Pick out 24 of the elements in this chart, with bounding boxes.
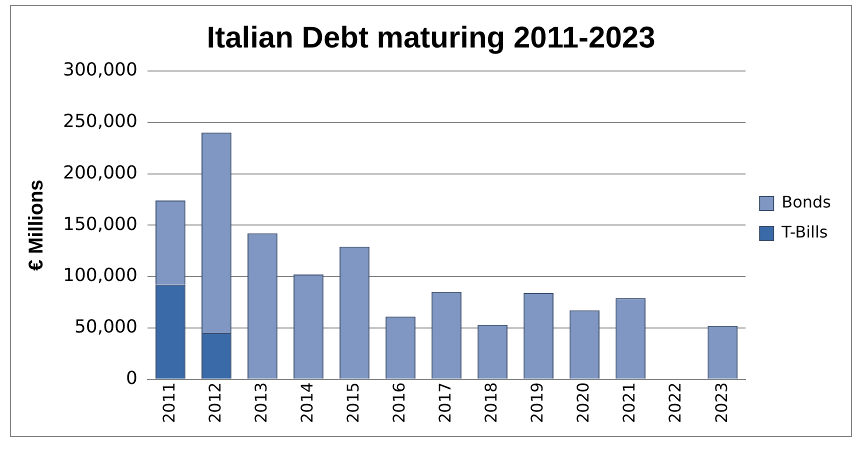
x-tick-label: 2021 (620, 382, 639, 423)
x-tick-label: 2014 (298, 382, 317, 423)
x-tick-label: 2022 (666, 382, 685, 423)
x-tick-label: 2023 (712, 382, 731, 423)
y-tick-label: 150,000 (62, 214, 138, 235)
y-tick-label: 50,000 (74, 316, 138, 338)
x-tick-label: 2016 (390, 382, 409, 423)
x-tick-label: 2018 (482, 382, 501, 423)
x-tick-label: 2013 (252, 382, 271, 423)
legend-label: Bonds (782, 192, 832, 212)
y-tick-label: 100,000 (62, 265, 138, 286)
x-tick-label: 2011 (160, 382, 179, 423)
legend-label: T-Bills (780, 222, 828, 242)
x-tick-label: 2019 (528, 382, 547, 423)
y-tick-label: 0 (126, 368, 138, 389)
chart-title: Italian Debt maturing 2011-2023 (206, 21, 656, 54)
y-tick-label: 200,000 (62, 162, 138, 184)
y-axis-title: € Millions (26, 180, 48, 271)
x-tick-label: 2012 (206, 382, 225, 423)
y-tick-label: 250,000 (62, 111, 138, 132)
y-tick-label: 300,000 (62, 60, 138, 81)
x-tick-label: 2017 (436, 382, 455, 423)
x-tick-label: 2015 (344, 382, 363, 423)
x-tick-label: 2020 (574, 382, 593, 423)
